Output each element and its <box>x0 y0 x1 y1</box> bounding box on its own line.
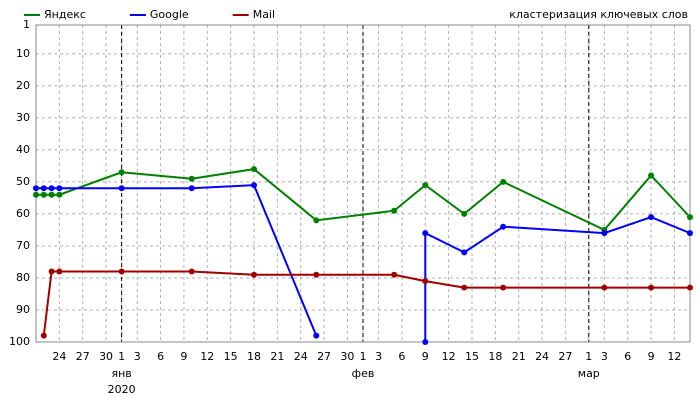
data-point <box>601 230 608 237</box>
data-point <box>687 284 693 291</box>
data-point <box>500 284 507 291</box>
data-point <box>40 332 47 339</box>
data-point <box>500 178 507 185</box>
x-tick-label: 18 <box>488 350 502 363</box>
data-point <box>251 182 257 189</box>
x-tick-label: 6 <box>624 350 631 363</box>
y-tick-label: 60 <box>16 207 30 220</box>
data-point <box>500 223 507 230</box>
data-point <box>391 271 398 278</box>
data-point <box>118 185 125 192</box>
data-point <box>56 185 63 192</box>
data-point <box>648 214 655 221</box>
data-point <box>33 191 39 198</box>
data-point <box>188 185 195 192</box>
x-tick-label: 6 <box>157 350 164 363</box>
data-point <box>118 169 125 176</box>
x-tick-label: 24 <box>294 350 308 363</box>
x-tick-label: 24 <box>535 350 549 363</box>
legend-label: Mail <box>253 8 275 21</box>
x-tick-label: 27 <box>558 350 572 363</box>
x-tick-label: 30 <box>340 350 354 363</box>
x-tick-label: 9 <box>422 350 429 363</box>
chart-title: кластеризация ключевых слов <box>509 8 688 21</box>
data-point <box>391 207 398 214</box>
y-tick-label: 1 <box>23 18 30 31</box>
x-tick-label: 1 <box>585 350 592 363</box>
x-tick-label: 21 <box>512 350 526 363</box>
data-point <box>48 191 55 198</box>
x-tick-label: 3 <box>601 350 608 363</box>
data-point <box>118 268 125 275</box>
y-tick-label: 50 <box>16 175 30 188</box>
data-point <box>422 339 429 345</box>
data-point <box>48 268 55 275</box>
data-point <box>48 185 55 192</box>
data-point <box>461 210 468 217</box>
y-tick-label: 10 <box>16 47 30 60</box>
data-point <box>40 185 47 192</box>
data-point <box>251 271 257 278</box>
x-tick-label: 6 <box>398 350 405 363</box>
y-tick-label: 40 <box>16 143 30 156</box>
y-tick-label: 70 <box>16 239 30 252</box>
data-point <box>422 278 429 285</box>
legend-label: Яндекс <box>44 8 86 21</box>
x-tick-label: 27 <box>317 350 331 363</box>
x-tick-label: 27 <box>76 350 90 363</box>
y-tick-label: 20 <box>16 79 30 92</box>
x-tick-label: 30 <box>99 350 113 363</box>
y-tick-label: 90 <box>16 303 30 316</box>
data-point <box>188 268 195 275</box>
data-point <box>251 166 257 173</box>
data-point <box>422 230 429 237</box>
data-point <box>56 268 63 275</box>
data-point <box>313 271 320 278</box>
data-point <box>33 185 39 192</box>
month-label: фев <box>352 367 375 380</box>
data-point <box>461 284 468 291</box>
data-point <box>648 172 655 179</box>
year-label: 2020 <box>108 383 136 396</box>
legend-label: Google <box>150 8 189 21</box>
data-point <box>687 230 693 237</box>
y-tick-label: 30 <box>16 111 30 124</box>
series-line <box>42 270 690 336</box>
y-tick-label: 80 <box>16 271 30 284</box>
x-tick-label: 12 <box>200 350 214 363</box>
data-point <box>40 191 47 198</box>
data-point <box>313 332 320 339</box>
x-tick-label: 9 <box>648 350 655 363</box>
x-tick-label: 15 <box>224 350 238 363</box>
month-label: мар <box>578 367 600 380</box>
x-tick-label: 12 <box>442 350 456 363</box>
data-point <box>188 175 195 182</box>
plot-frame <box>35 24 691 343</box>
x-tick-label: 3 <box>375 350 382 363</box>
x-tick-label: 1 <box>360 350 367 363</box>
x-tick-label: 9 <box>180 350 187 363</box>
data-point <box>687 214 693 221</box>
y-tick-label: 100 <box>9 335 30 348</box>
data-point <box>422 182 429 189</box>
x-tick-label: 18 <box>247 350 261 363</box>
x-tick-label: 3 <box>134 350 141 363</box>
data-point <box>648 284 655 291</box>
x-tick-label: 15 <box>465 350 479 363</box>
x-tick-label: 24 <box>52 350 66 363</box>
data-point <box>56 191 63 198</box>
x-tick-label: 12 <box>667 350 681 363</box>
month-label: янв <box>111 367 131 380</box>
x-tick-label: 1 <box>118 350 125 363</box>
data-point <box>313 217 320 224</box>
x-tick-label: 21 <box>270 350 284 363</box>
data-point <box>601 284 608 291</box>
data-point <box>461 249 468 256</box>
